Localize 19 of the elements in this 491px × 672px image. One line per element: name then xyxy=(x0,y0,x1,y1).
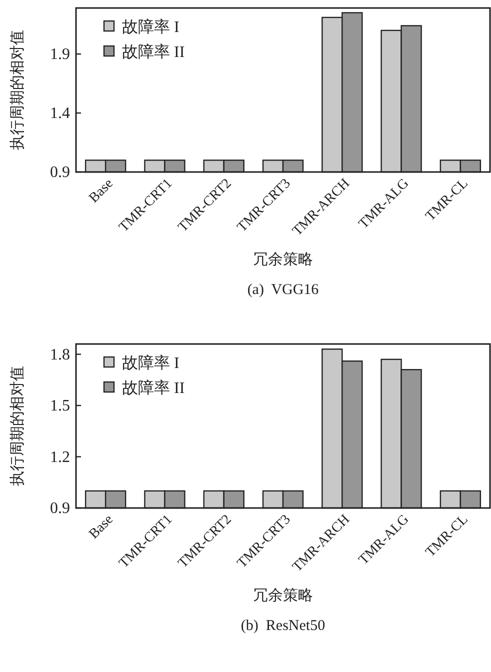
text: (a) VGG16 xyxy=(247,282,320,298)
y-tick-label: 1.2 xyxy=(50,448,70,466)
y-axis-title: 执行周期的相对值 xyxy=(9,30,26,150)
x-tick-label: Base xyxy=(86,176,116,206)
text: (b) ResNet50 xyxy=(240,618,326,634)
legend-label: 故障率 II xyxy=(122,43,185,61)
legend-label: 故障率 II xyxy=(122,379,185,397)
x-tick-label: Base xyxy=(86,512,116,542)
x-axis-title: 冗余策略 xyxy=(253,251,313,268)
y-tick-label: 1.4 xyxy=(50,105,70,122)
y-tick-label: 1.5 xyxy=(50,398,70,414)
y-tick-label: 0.9 xyxy=(50,164,70,181)
legend-label: 故障率 I xyxy=(122,18,180,36)
legend-label: 故障率 I xyxy=(122,354,180,372)
y-axis-title: 执行周期的相对值 xyxy=(9,366,26,486)
y-tick-label: 0.9 xyxy=(50,500,70,517)
y-tick-label: 1.9 xyxy=(50,46,70,64)
y-tick-label: 1.8 xyxy=(50,346,70,364)
x-axis-title: 冗余策略 xyxy=(253,587,313,604)
